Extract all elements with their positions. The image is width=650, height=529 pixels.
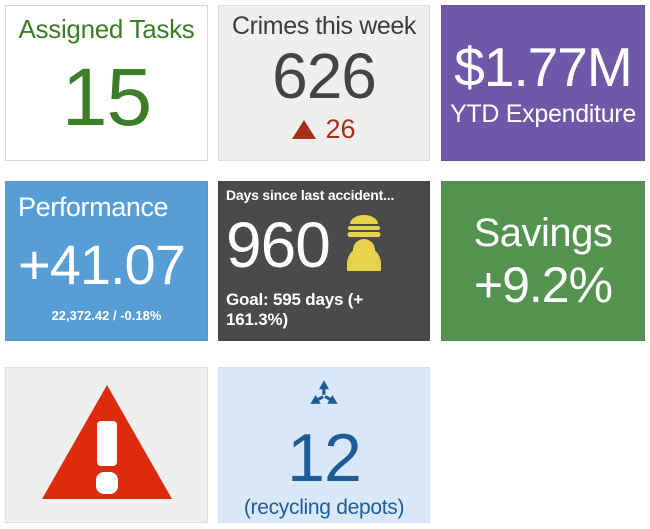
worker-hardhat-icon — [344, 214, 384, 276]
kpi-subtitle-recycling-depots: (recycling depots) — [243, 496, 405, 519]
kpi-value-days-since-last-accident: 960 — [226, 209, 331, 281]
kpi-title-assigned-tasks: Assigned Tasks — [18, 14, 195, 44]
warning-triangle-icon — [40, 381, 174, 510]
kpi-value-ytd-expenditure: $1.77M — [454, 36, 632, 98]
kpi-title-days-since-last-accident: Days since last accident... — [226, 187, 395, 203]
kpi-subtitle-performance: 22,372.42 / -0.18% — [51, 308, 162, 323]
kpi-delta-crimes-this-week: 26 — [292, 114, 356, 144]
kpi-title-crimes-this-week: Crimes this week — [232, 12, 416, 40]
kpi-delta-value-crimes-this-week: 26 — [325, 114, 356, 144]
kpi-value-assigned-tasks: 15 — [61, 52, 152, 143]
triangle-up-icon — [292, 120, 317, 139]
kpi-value-performance: +41.07 — [18, 233, 186, 296]
kpi-value-crimes-this-week: 626 — [272, 40, 377, 112]
kpi-value-recycling-depots: 12 — [287, 420, 362, 496]
kpi-tile-savings[interactable]: Savings +9.2% — [441, 181, 645, 341]
kpi-value-row-days-since-last-accident: 960 — [226, 212, 384, 278]
kpi-tile-performance[interactable]: Performance +41.07 22,372.42 / -0.18% — [5, 181, 208, 341]
recycling-icon — [306, 378, 342, 419]
kpi-subtitle-days-since-last-accident: Goal: 595 days (+ 161.3%) — [226, 290, 363, 329]
kpi-title-performance: Performance — [18, 192, 169, 222]
kpi-subtitle-ytd-expenditure: YTD Expenditure — [450, 100, 636, 128]
kpi-tile-assigned-tasks[interactable]: Assigned Tasks 15 — [5, 5, 208, 161]
kpi-tile-days-since-last-accident[interactable]: Days since last accident... 960 Goal: 59… — [218, 181, 430, 341]
kpi-tile-crimes-this-week[interactable]: Crimes this week 626 26 — [218, 5, 430, 161]
kpi-tile-alert[interactable] — [5, 367, 208, 523]
kpi-value-savings: +9.2% — [473, 257, 613, 313]
kpi-tile-recycling-depots[interactable]: 12 (recycling depots) — [218, 367, 430, 523]
kpi-title-savings: Savings — [473, 211, 613, 255]
kpi-tile-ytd-expenditure[interactable]: $1.77M YTD Expenditure — [441, 5, 645, 161]
